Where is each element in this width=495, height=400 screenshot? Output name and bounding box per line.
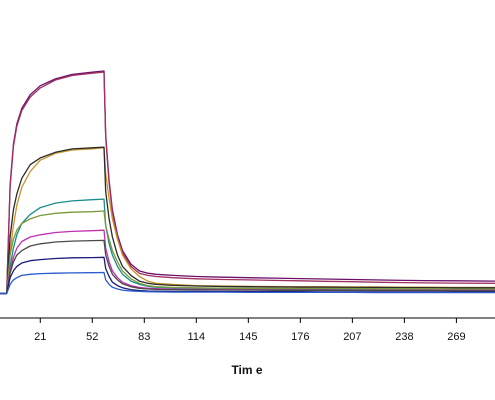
x-tick-layer: 21 52 83 114 145 176 207 238 269: [34, 318, 466, 343]
series-line-1: [0, 70, 495, 295]
x-tick-label: 238: [395, 331, 413, 343]
series-line-3: [0, 147, 495, 295]
x-tick-label: 145: [239, 331, 257, 343]
series-line-2: [0, 71, 495, 295]
x-tick-label: 52: [86, 331, 98, 343]
x-axis-title: Tim e: [231, 363, 262, 377]
series-line-6: [0, 210, 495, 295]
series-layer: [0, 70, 495, 295]
series-line-7: [0, 229, 495, 295]
series-line-10: [0, 271, 495, 295]
series-line-4: [0, 146, 495, 295]
x-tick-label: 207: [343, 331, 361, 343]
x-tick-label: 114: [188, 331, 206, 343]
series-line-8: [0, 239, 495, 295]
x-tick-label: 269: [447, 331, 465, 343]
x-tick-label: 83: [138, 331, 150, 343]
x-tick-label: 176: [291, 331, 309, 343]
x-tick-label: 21: [34, 331, 46, 343]
